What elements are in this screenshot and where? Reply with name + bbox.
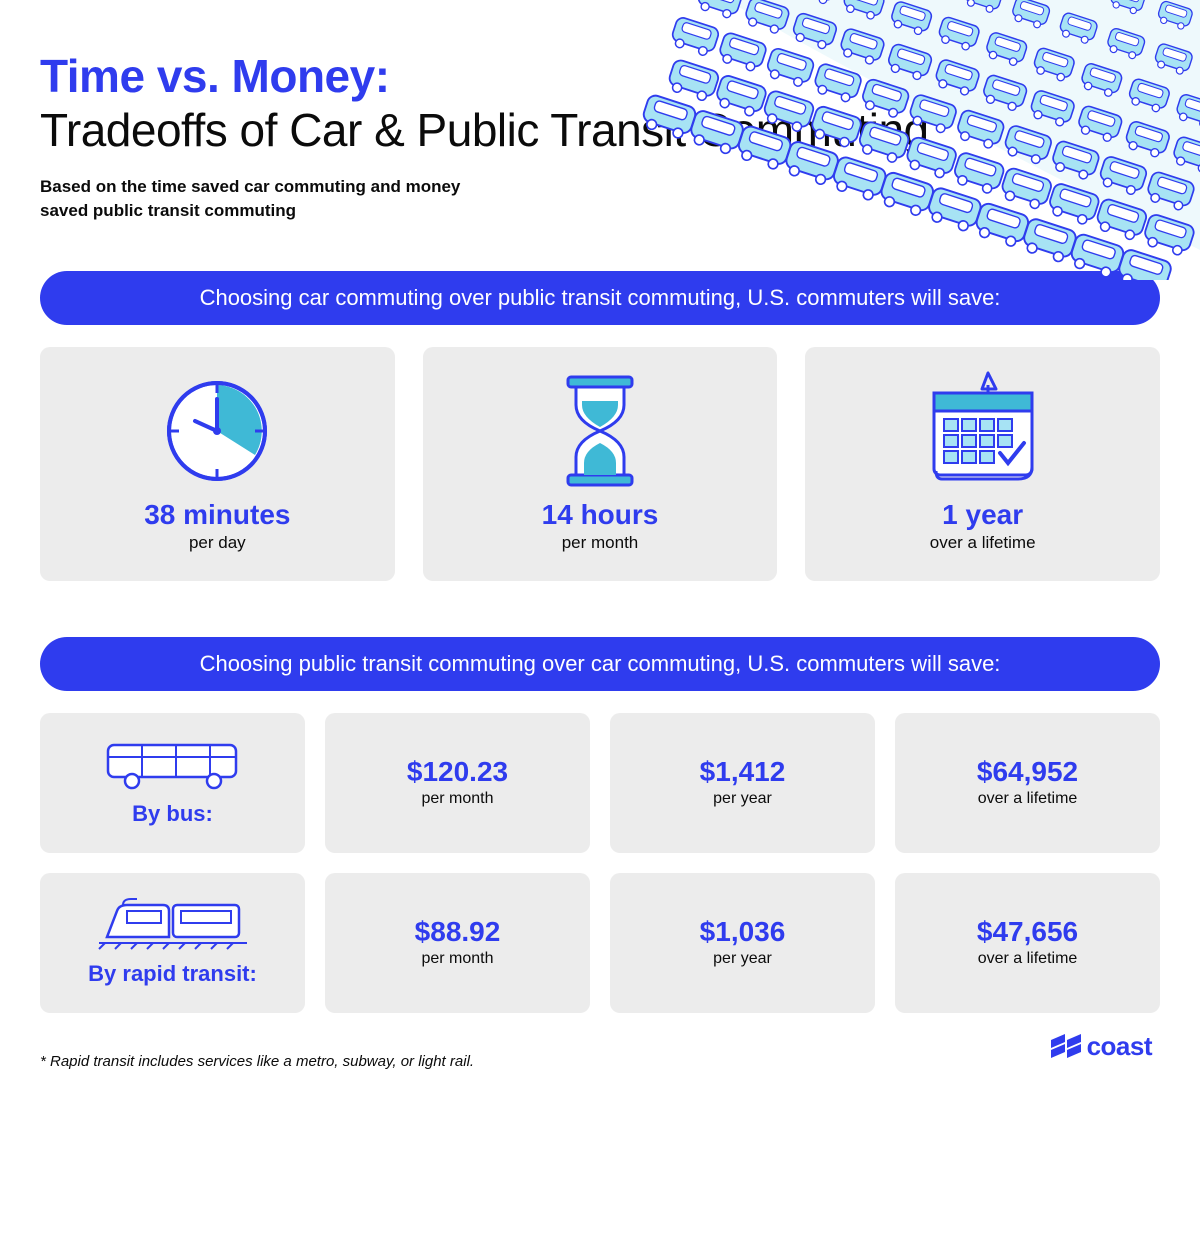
money-value: $120.23 (407, 756, 508, 788)
stat-period: over a lifetime (930, 533, 1036, 553)
money-period: per month (421, 950, 493, 968)
rapid-transit-row: By rapid transit: $88.92 per month $1,03… (40, 873, 1160, 1013)
card-per-day: 38 minutes per day (40, 347, 395, 581)
card-per-month: 14 hours per month (423, 347, 778, 581)
subtitle: Based on the time saved car commuting an… (40, 175, 480, 223)
stat-period: per month (562, 533, 639, 553)
mode-label: By rapid transit: (88, 961, 257, 987)
banner-money-savings: Choosing public transit commuting over c… (40, 637, 1160, 691)
footnote: * Rapid transit includes services like a… (40, 1053, 1160, 1070)
card-bus-mode: By bus: (40, 713, 305, 853)
money-period: over a lifetime (978, 790, 1078, 808)
brand-mark-icon (1051, 1034, 1081, 1058)
infographic-root: Time vs. Money: Tradeoffs of Car & Publi… (0, 0, 1200, 1100)
bus-row: By bus: $120.23 per month $1,412 per yea… (40, 713, 1160, 853)
card-lifetime: 1 year over a lifetime (805, 347, 1160, 581)
money-period: per month (421, 790, 493, 808)
money-period: per year (713, 790, 772, 808)
stat-value: 38 minutes (144, 499, 290, 531)
brand-logo: coast (1051, 1031, 1152, 1062)
card-bus-year: $1,412 per year (610, 713, 875, 853)
stat-value: 1 year (942, 499, 1023, 531)
traffic-illustration (640, 0, 1200, 280)
train-icon (93, 897, 253, 953)
hourglass-icon (435, 371, 766, 491)
money-value: $47,656 (977, 916, 1078, 948)
money-value: $1,036 (700, 916, 786, 948)
money-value: $64,952 (977, 756, 1078, 788)
money-value: $1,412 (700, 756, 786, 788)
stat-period: per day (189, 533, 246, 553)
money-value: $88.92 (415, 916, 501, 948)
title-accent: Time vs. Money: (40, 50, 390, 102)
mode-label: By bus: (132, 801, 213, 827)
money-period: per year (713, 950, 772, 968)
stat-value: 14 hours (542, 499, 659, 531)
card-rapid-lifetime: $47,656 over a lifetime (895, 873, 1160, 1013)
calendar-icon (817, 371, 1148, 491)
time-cards-row: 38 minutes per day 14 hours per month (40, 347, 1160, 581)
card-bus-month: $120.23 per month (325, 713, 590, 853)
card-rapid-mode: By rapid transit: (40, 873, 305, 1013)
card-rapid-year: $1,036 per year (610, 873, 875, 1013)
brand-name: coast (1087, 1031, 1152, 1062)
clock-icon (52, 371, 383, 491)
card-bus-lifetime: $64,952 over a lifetime (895, 713, 1160, 853)
money-period: over a lifetime (978, 950, 1078, 968)
bus-icon (98, 737, 248, 793)
card-rapid-month: $88.92 per month (325, 873, 590, 1013)
